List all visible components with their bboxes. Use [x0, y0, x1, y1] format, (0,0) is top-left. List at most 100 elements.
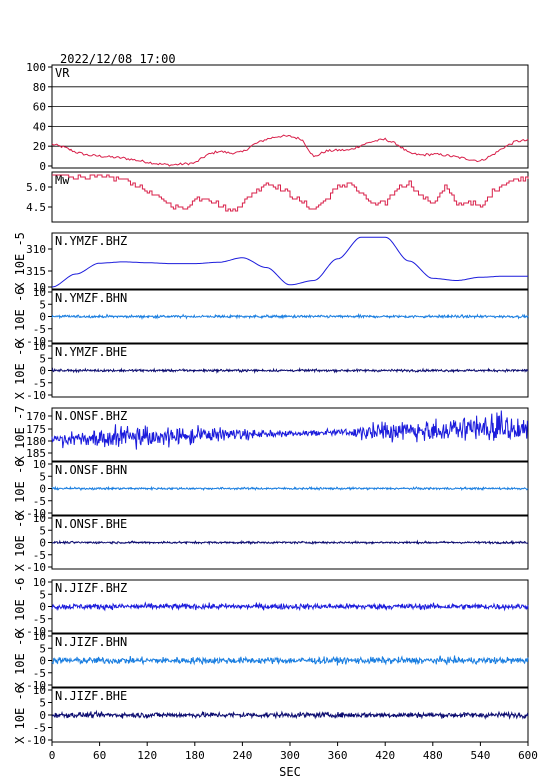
y-tick-label: -5 — [33, 323, 46, 336]
x-tick-label: 600 — [518, 749, 538, 762]
y-tick-label: -5 — [33, 377, 46, 390]
y-axis-unit-label: X 10E -6 — [13, 578, 27, 636]
y-tick-label: 10 — [33, 512, 46, 525]
y-tick-label: 10 — [33, 281, 46, 294]
x-tick-label: 480 — [423, 749, 443, 762]
y-tick-label: 5 — [39, 642, 46, 655]
y-tick-label: 0 — [39, 601, 46, 614]
panel-label: N.ONSF.BHZ — [55, 409, 127, 423]
y-tick-label: 4.5 — [26, 201, 46, 214]
y-tick-label: 185 — [26, 447, 46, 460]
y-axis-unit-label: X 10E -7 — [13, 406, 27, 464]
y-tick-label: 10 — [33, 286, 46, 299]
figure-timestamp: 2022/12/08 17:00 — [60, 52, 176, 66]
panel-label: N.YMZF.BHN — [55, 291, 127, 305]
y-tick-label: -5 — [33, 613, 46, 626]
y-tick-label: -5 — [33, 722, 46, 735]
y-tick-label: 80 — [33, 81, 46, 94]
y-axis-unit-label: X 10E -6 — [13, 342, 27, 400]
x-tick-label: 0 — [49, 749, 56, 762]
y-tick-label: 170 — [26, 410, 46, 423]
panel-label: N.JIZF.BHE — [55, 689, 127, 703]
x-tick-label: 240 — [232, 749, 252, 762]
y-tick-label: 0 — [39, 709, 46, 722]
y-tick-label: 40 — [33, 120, 46, 133]
series-line — [51, 410, 528, 450]
series-line — [51, 312, 529, 321]
panel-mw: Mw 5.0 4.5 — [26, 171, 529, 223]
series-line — [51, 367, 529, 374]
y-tick-label: 5 — [39, 298, 46, 311]
y-axis-unit-label: X 10E -6 — [13, 514, 27, 572]
x-tick-label: 120 — [137, 749, 157, 762]
y-tick-label: 10 — [33, 576, 46, 589]
y-axis-unit-label: X 10E -6 — [13, 632, 27, 690]
y-tick-label: -10 — [26, 679, 46, 692]
panel-frame — [51, 171, 529, 223]
y-tick-label: 0 — [39, 483, 46, 496]
y-axis-unit-label: X 10E -6 — [13, 686, 27, 744]
y-axis-unit-label: X 10E -5 — [13, 232, 27, 290]
series-line — [51, 134, 529, 167]
y-tick-label: 10 — [33, 340, 46, 353]
series-line — [51, 485, 529, 492]
series-line — [51, 655, 529, 666]
panel-frame — [51, 407, 529, 462]
y-tick-label: 5 — [39, 588, 46, 601]
y-tick-label: -5 — [33, 495, 46, 508]
y-tick-label: 10 — [33, 684, 46, 697]
series-line — [51, 709, 529, 720]
y-tick-label: 5 — [39, 524, 46, 537]
y-tick-label: 310 — [26, 243, 46, 256]
y-tick-label: 0 — [39, 311, 46, 324]
series-line — [51, 601, 529, 612]
y-tick-label: -10 — [26, 625, 46, 638]
panel-label: Mw — [55, 173, 70, 187]
panel-label: VR — [55, 66, 70, 80]
series-line — [52, 174, 529, 212]
x-tick-label: 420 — [375, 749, 395, 762]
panel-frame — [51, 64, 529, 169]
y-tick-label: 60 — [33, 101, 46, 114]
panel-label: N.ONSF.BHN — [55, 463, 127, 477]
y-tick-label: 20 — [33, 140, 46, 153]
y-tick-label: 5.0 — [26, 181, 46, 194]
panel-frame — [51, 232, 529, 290]
x-tick-label: 300 — [280, 749, 300, 762]
y-tick-label: 100 — [26, 61, 46, 74]
x-tick-label: 180 — [185, 749, 205, 762]
y-tick-label: 5 — [39, 352, 46, 365]
series-line — [51, 539, 529, 546]
y-tick-label: 5 — [39, 697, 46, 710]
x-axis-label: SEC — [279, 765, 301, 779]
y-tick-label: 0 — [39, 160, 46, 173]
panel-label: N.ONSF.BHE — [55, 517, 127, 531]
y-axis-unit-label: X 10E -6 — [13, 460, 27, 518]
y-tick-label: 0 — [39, 365, 46, 378]
panel-label: N.YMZF.BHZ — [55, 234, 127, 248]
y-tick-label: 5 — [39, 470, 46, 483]
panel-vr: VR 100 80 60 40 20 0 — [26, 61, 529, 173]
x-axis: 0 60 120 180 240 300 360 420 480 540 600 — [49, 742, 538, 762]
x-tick-label: 360 — [328, 749, 348, 762]
y-tick-label: 175 — [26, 423, 46, 436]
y-axis-unit-label: X 10E -6 — [13, 288, 27, 346]
y-tick-label: 180 — [26, 435, 46, 448]
panel-label: N.JIZF.BHZ — [55, 581, 127, 595]
y-tick-label: -10 — [26, 734, 46, 747]
y-tick-label: 315 — [26, 265, 46, 278]
y-tick-label: 0 — [39, 537, 46, 550]
x-tick-label: 60 — [93, 749, 106, 762]
panel-label: N.YMZF.BHE — [55, 345, 127, 359]
panel-label: N.JIZF.BHN — [55, 635, 127, 649]
x-tick-label: 540 — [470, 749, 490, 762]
